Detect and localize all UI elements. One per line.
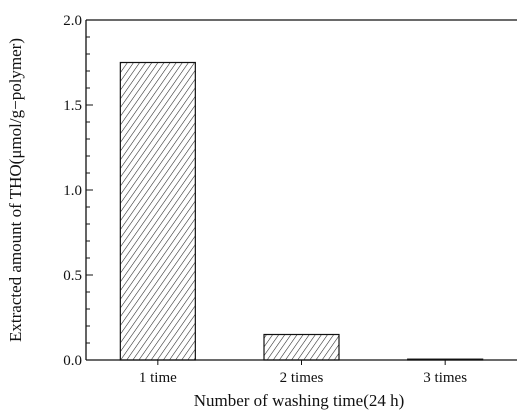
x-axis-title: Number of washing time(24 h) — [194, 391, 405, 410]
y-axis-title: Extracted amount of THO(μmol/g−polymer) — [6, 38, 25, 342]
y-tick-label: 2.0 — [63, 13, 82, 29]
y-tick-label: 1.0 — [63, 183, 82, 199]
x-tick-label: 3 times — [423, 370, 467, 386]
x-tick-label: 2 times — [280, 370, 324, 386]
y-tick-label: 1.5 — [63, 98, 82, 114]
y-tick-label: 0.0 — [63, 353, 82, 369]
bar-2 — [263, 333, 340, 361]
bar-1 — [119, 61, 196, 361]
x-tick-label: 1 time — [139, 370, 177, 386]
y-tick-label: 0.5 — [63, 268, 82, 284]
bar-3 — [407, 358, 484, 361]
plot-area: 0.0 0.5 1.0 1.5 2.0 1 time 2 times 3 times — [63, 13, 517, 386]
